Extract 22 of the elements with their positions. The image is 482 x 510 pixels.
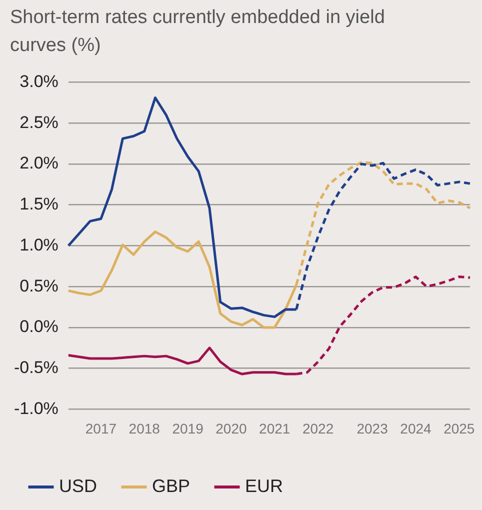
chart-title: Short-term rates currently embedded in yield curves (%) bbox=[9, 6, 386, 58]
x-tick-label: 2020 bbox=[216, 420, 247, 436]
y-tick-label: -1.0% bbox=[14, 398, 58, 418]
x-tick-label: 2018 bbox=[128, 420, 160, 436]
y-tick-label: 2.0% bbox=[20, 154, 58, 173]
y-tick-label: 1.0% bbox=[20, 235, 58, 254]
x-tick-label: 2019 bbox=[172, 420, 204, 436]
x-tick-label: 2021 bbox=[259, 420, 290, 436]
legend-label: GBP bbox=[152, 476, 190, 496]
x-tick-label: 2022 bbox=[302, 420, 334, 436]
x-tick-label: 2017 bbox=[85, 420, 117, 436]
legend-label: USD bbox=[59, 476, 98, 496]
y-tick-label: 3.0% bbox=[20, 72, 58, 91]
x-tick-label: 2025 bbox=[444, 420, 475, 436]
y-tick-label: 1.5% bbox=[20, 194, 58, 214]
x-tick-label: 2024 bbox=[400, 420, 432, 436]
x-tick-label: 2023 bbox=[356, 420, 388, 436]
y-tick-label: 2.5% bbox=[20, 112, 58, 132]
y-tick-label: 0.0% bbox=[20, 317, 58, 336]
legend-label: EUR bbox=[245, 476, 284, 496]
y-tick-label: 0.5% bbox=[20, 276, 58, 296]
y-tick-label: -0.5% bbox=[14, 358, 58, 378]
